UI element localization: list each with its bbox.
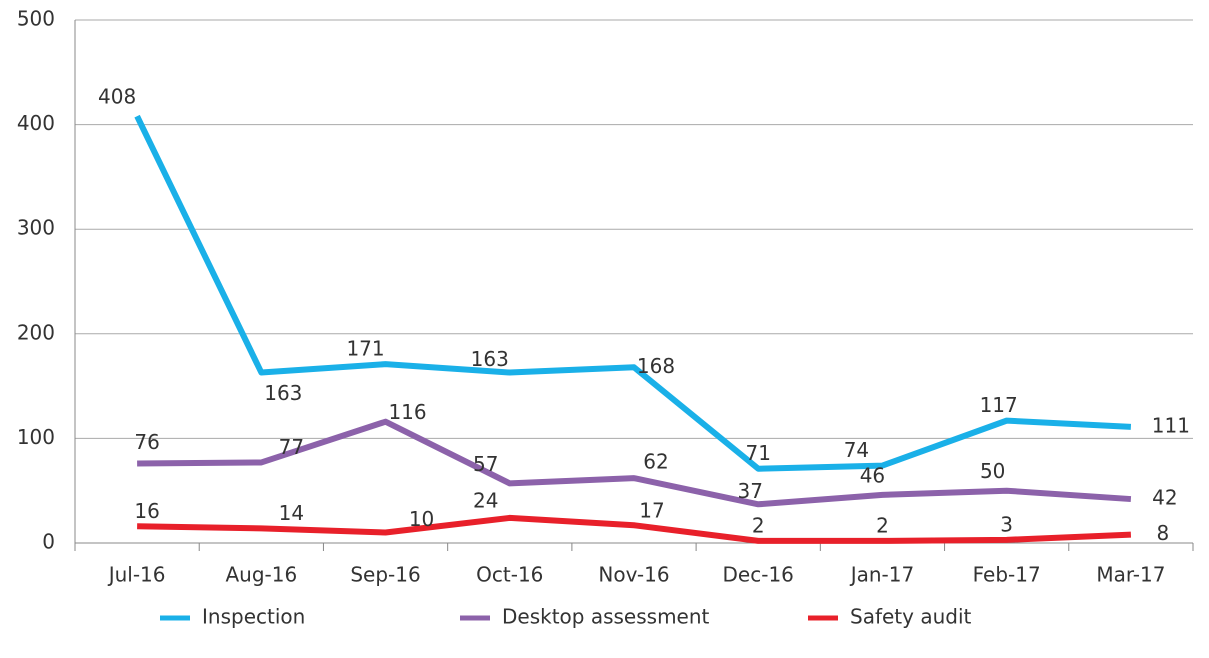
x-tick-label: Nov-16 (598, 563, 669, 587)
legend-label: Safety audit (850, 605, 972, 629)
data-label: 408 (98, 85, 136, 109)
y-tick-label: 0 (42, 530, 55, 554)
y-tick-label: 200 (17, 320, 55, 344)
data-label: 74 (844, 438, 869, 462)
data-label: 50 (980, 459, 1005, 483)
y-tick-label: 400 (17, 111, 55, 135)
x-tick-label: Aug-16 (225, 563, 297, 587)
data-label: 2 (752, 513, 765, 537)
data-label: 10 (409, 507, 434, 531)
legend-label: Desktop assessment (502, 605, 710, 629)
x-tick-label: Mar-17 (1096, 563, 1165, 587)
data-label: 77 (279, 435, 304, 459)
data-label: 17 (639, 499, 664, 523)
data-label: 2 (876, 513, 889, 537)
data-label: 24 (473, 488, 498, 512)
data-label: 116 (388, 400, 426, 424)
y-tick-label: 500 (17, 7, 55, 31)
data-label: 3 (1000, 512, 1013, 536)
y-tick-label: 300 (17, 216, 55, 240)
series-line (137, 514, 1132, 544)
y-tick-label: 100 (17, 425, 55, 449)
x-tick-label: Jul-16 (107, 563, 166, 587)
x-tick-label: Dec-16 (723, 563, 794, 587)
data-label: 163 (471, 347, 509, 371)
legend-label: Inspection (202, 605, 305, 629)
series-line (134, 114, 1132, 472)
data-label: 62 (643, 450, 668, 474)
data-label: 76 (134, 430, 159, 454)
x-tick-label: Feb-17 (973, 563, 1041, 587)
data-label: 71 (745, 441, 770, 465)
x-tick-label: Jan-17 (849, 563, 915, 587)
data-label: 57 (473, 452, 498, 476)
data-label: 16 (134, 499, 159, 523)
data-label: 111 (1152, 413, 1190, 437)
data-label: 8 (1157, 521, 1170, 545)
data-label: 14 (279, 501, 304, 525)
x-tick-label: Oct-16 (476, 563, 543, 587)
data-label: 37 (737, 479, 762, 503)
x-tick-label: Sep-16 (350, 563, 420, 587)
series-line (137, 418, 1132, 508)
data-label: 42 (1152, 486, 1177, 510)
data-label: 171 (346, 337, 384, 361)
data-label: 163 (264, 381, 302, 405)
data-label: 117 (980, 393, 1018, 417)
data-label: 46 (860, 463, 885, 487)
data-label: 168 (637, 354, 675, 378)
